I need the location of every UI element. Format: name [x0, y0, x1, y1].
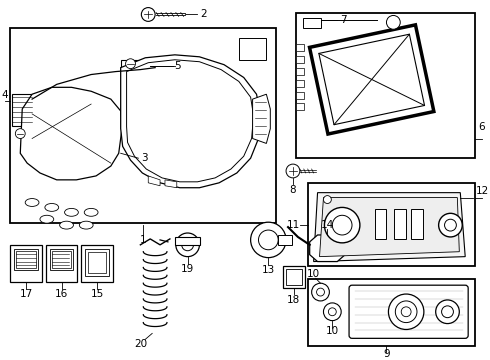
Text: 1: 1: [140, 235, 147, 245]
Polygon shape: [319, 34, 424, 125]
Polygon shape: [252, 94, 270, 143]
Text: 10: 10: [307, 269, 320, 279]
Bar: [50, 249, 74, 270]
Bar: [175, 237, 200, 245]
Polygon shape: [121, 55, 261, 188]
Circle shape: [286, 164, 300, 178]
Text: 10: 10: [326, 327, 339, 337]
Text: 5: 5: [174, 61, 181, 71]
Text: 4: 4: [1, 90, 8, 100]
Bar: [296, 44, 304, 51]
Circle shape: [125, 59, 135, 69]
Circle shape: [401, 307, 411, 317]
Text: 7: 7: [340, 15, 346, 26]
FancyBboxPatch shape: [349, 285, 468, 338]
Bar: [303, 18, 320, 28]
Ellipse shape: [60, 221, 74, 229]
Text: 14: 14: [321, 220, 334, 230]
Bar: [81, 245, 113, 282]
Text: 11: 11: [287, 220, 300, 230]
Bar: [52, 251, 72, 269]
Bar: [411, 210, 423, 239]
Bar: [296, 92, 304, 99]
Polygon shape: [165, 180, 177, 188]
Ellipse shape: [45, 203, 59, 211]
Bar: [239, 38, 267, 60]
Bar: [283, 266, 305, 288]
Polygon shape: [310, 235, 345, 262]
Circle shape: [15, 129, 25, 139]
Text: 17: 17: [20, 289, 33, 299]
Circle shape: [317, 288, 324, 296]
Circle shape: [328, 308, 336, 316]
Text: 8: 8: [290, 185, 296, 195]
Circle shape: [324, 207, 360, 243]
Bar: [88, 252, 106, 273]
Bar: [121, 60, 150, 77]
Circle shape: [176, 233, 199, 257]
Circle shape: [439, 213, 462, 237]
Bar: [16, 251, 36, 269]
Circle shape: [182, 239, 194, 251]
Text: 2: 2: [200, 9, 207, 19]
Text: 13: 13: [262, 265, 275, 275]
Text: 6: 6: [479, 122, 485, 132]
Bar: [85, 249, 109, 276]
Circle shape: [323, 303, 341, 321]
Circle shape: [389, 294, 424, 329]
Bar: [394, 210, 406, 239]
Bar: [308, 279, 475, 346]
Text: 12: 12: [475, 186, 489, 196]
Bar: [286, 269, 302, 285]
Bar: [12, 94, 32, 126]
Ellipse shape: [84, 208, 98, 216]
Text: 9: 9: [383, 349, 390, 359]
Bar: [46, 245, 77, 282]
Polygon shape: [319, 198, 459, 257]
Bar: [375, 210, 387, 239]
Circle shape: [444, 219, 456, 231]
Polygon shape: [148, 176, 160, 186]
Circle shape: [395, 301, 417, 323]
Circle shape: [436, 300, 459, 324]
Bar: [296, 13, 475, 158]
Circle shape: [250, 222, 286, 258]
Circle shape: [387, 15, 400, 29]
Ellipse shape: [65, 208, 78, 216]
Circle shape: [259, 230, 278, 250]
Circle shape: [332, 215, 352, 235]
Text: 18: 18: [287, 295, 300, 305]
Polygon shape: [20, 87, 122, 180]
Ellipse shape: [79, 221, 93, 229]
Polygon shape: [310, 25, 434, 134]
Circle shape: [141, 8, 155, 21]
Ellipse shape: [40, 215, 54, 223]
Circle shape: [441, 306, 453, 318]
Bar: [278, 235, 292, 245]
Bar: [10, 28, 276, 223]
Polygon shape: [314, 193, 465, 262]
Bar: [296, 68, 304, 75]
Circle shape: [312, 283, 329, 301]
Bar: [296, 103, 304, 111]
Bar: [296, 56, 304, 63]
Bar: [14, 249, 38, 270]
Text: 3: 3: [141, 153, 147, 163]
Circle shape: [323, 195, 331, 203]
Ellipse shape: [25, 199, 39, 206]
Text: 20: 20: [134, 339, 147, 349]
Text: 15: 15: [91, 289, 104, 299]
Bar: [308, 183, 475, 266]
Text: 16: 16: [55, 289, 68, 299]
Bar: [10, 245, 42, 282]
Bar: [296, 80, 304, 87]
Text: 19: 19: [181, 265, 194, 274]
